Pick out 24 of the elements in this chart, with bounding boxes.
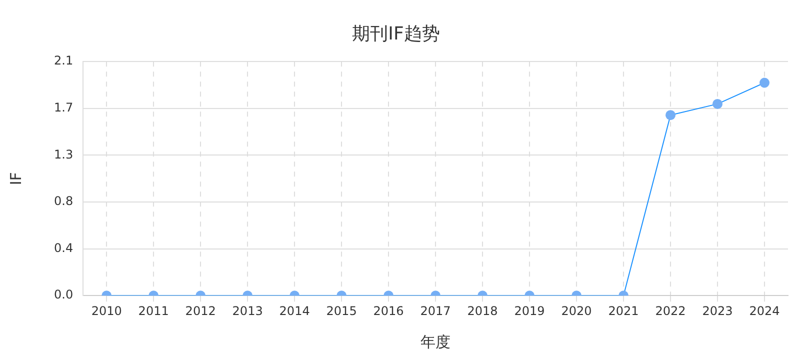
x-tick-label: 2022: [655, 304, 686, 318]
x-tick-label: 2010: [91, 304, 122, 318]
x-tick-label: 2023: [702, 304, 733, 318]
y-axis-title: IF: [6, 172, 25, 186]
x-tick-label: 2013: [232, 304, 263, 318]
x-tick-label: 2020: [561, 304, 592, 318]
x-tick-label: 2018: [467, 304, 498, 318]
y-tick-label: 2.1: [54, 54, 74, 68]
y-tick-label: 0.0: [54, 288, 74, 302]
y-tick-label: 0.4: [54, 240, 74, 255]
x-tick-label: 2011: [138, 304, 169, 318]
x-tick-label: 2017: [420, 304, 451, 318]
y-tick-label: 0.8: [54, 194, 74, 208]
chart-title: 期刊IF趋势: [352, 23, 440, 44]
x-tick-label: 2012: [185, 304, 216, 318]
x-tick-label: 2021: [608, 304, 639, 318]
x-tick-label: 2015: [326, 304, 357, 318]
x-tick-label: 2019: [514, 304, 545, 318]
x-tick-label: 2024: [749, 304, 780, 318]
x-axis-title: 年度: [420, 332, 451, 351]
y-tick-label: 1.3: [54, 147, 74, 162]
x-tick-label: 2014: [279, 304, 310, 318]
x-tick-label: 2016: [373, 304, 404, 318]
y-tick-label: 1.7: [54, 100, 74, 115]
